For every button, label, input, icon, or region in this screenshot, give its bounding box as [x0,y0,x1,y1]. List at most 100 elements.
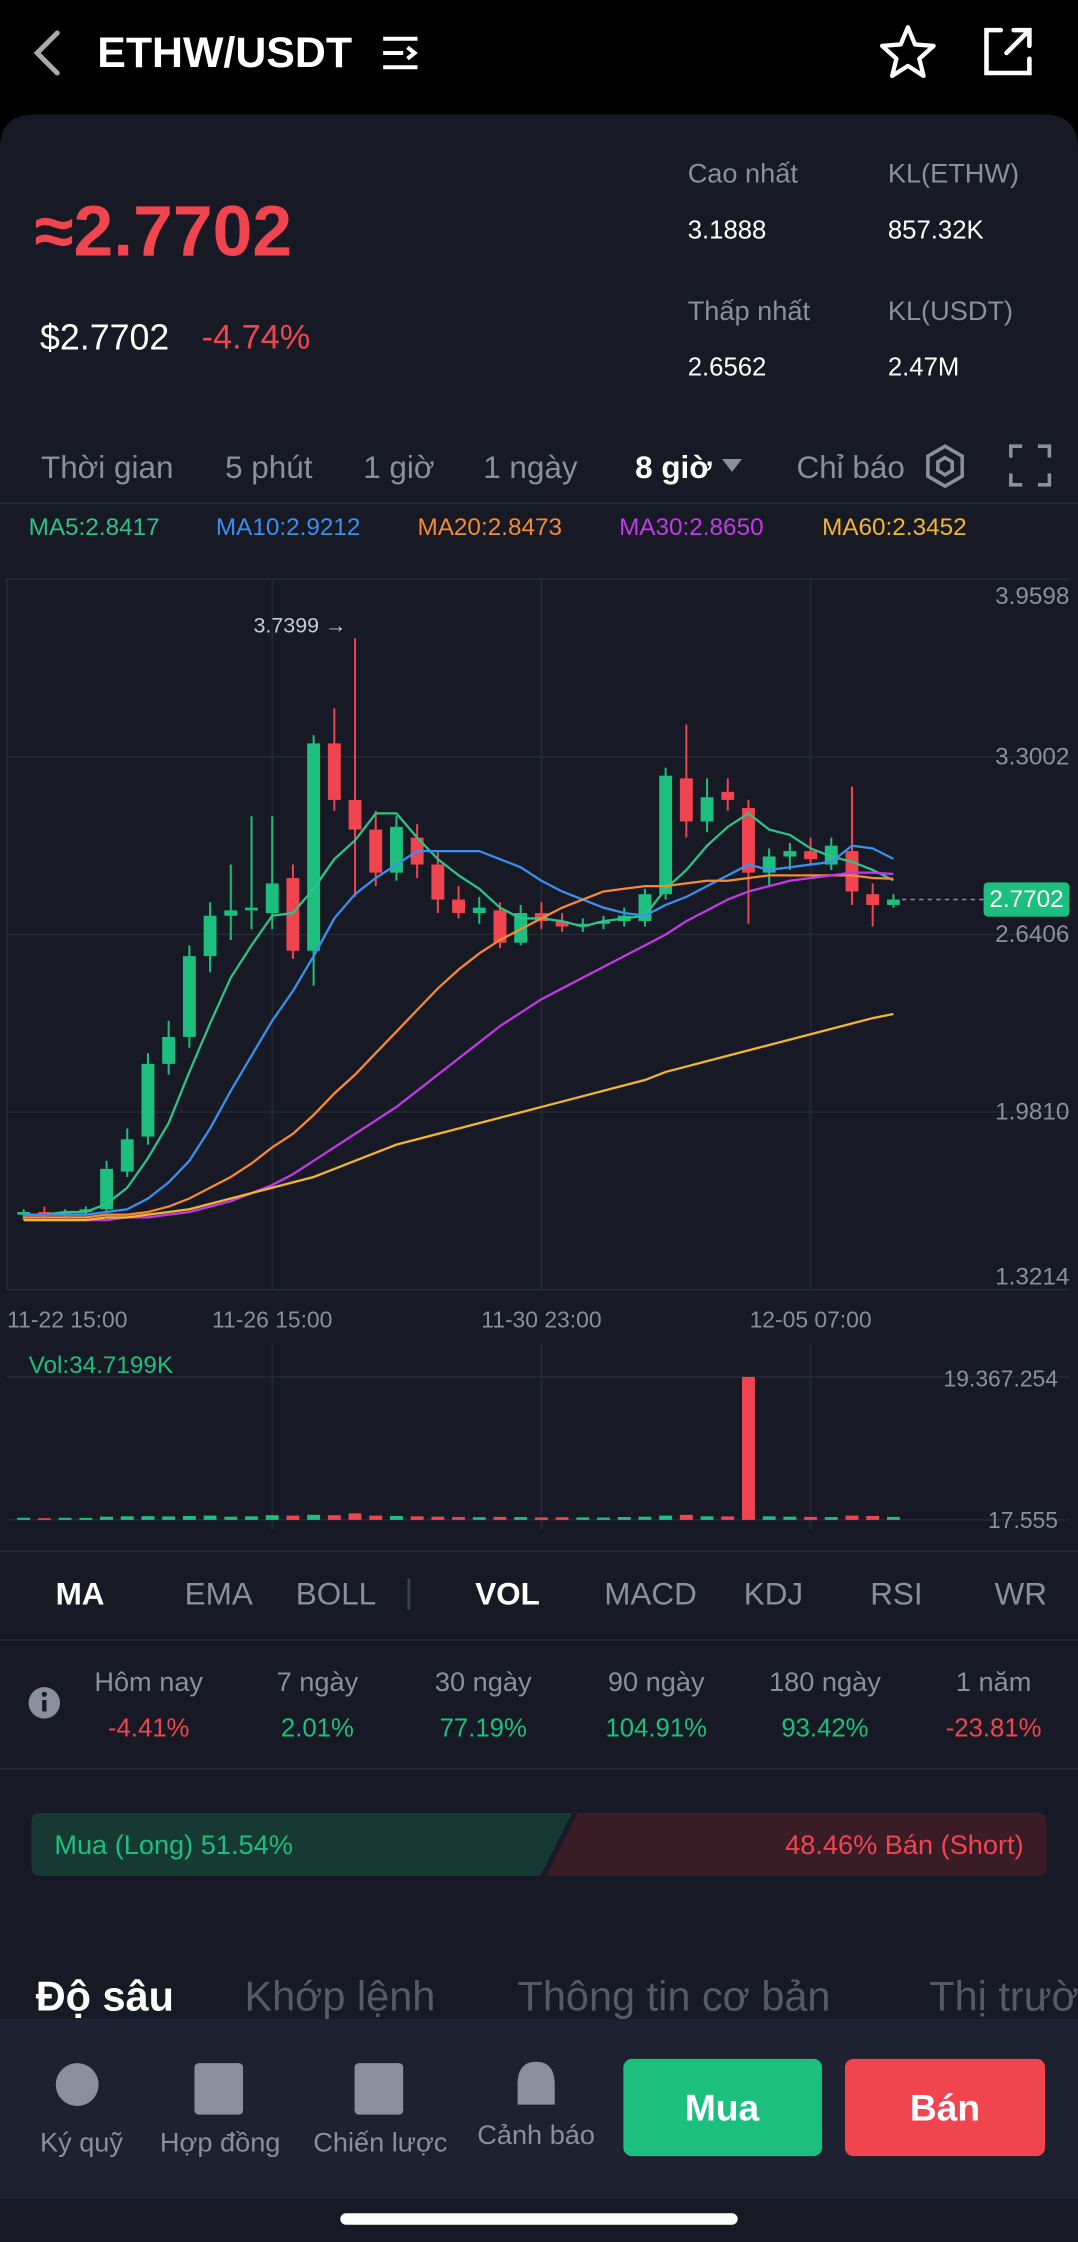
indicator-tab[interactable]: VOL [475,1577,540,1612]
period-label: Hôm nay [94,1666,203,1697]
section-tab[interactable]: Thị trường [929,1972,1078,2019]
indicator-icon[interactable] [926,444,964,489]
candle-body [286,878,300,951]
period-change: 104.91% [605,1715,707,1743]
volume-bar [182,1515,196,1520]
interval-tab[interactable]: Chỉ báo [796,450,904,485]
buy-label[interactable]: Mua [685,2086,760,2128]
volume-bar [162,1516,176,1520]
strategy-icon[interactable] [354,2063,404,2115]
indicator-tab[interactable]: EMA [185,1577,253,1612]
y-tick-label: 1.9810 [995,1099,1069,1126]
stat-label: KL(ETHW) [888,158,1019,189]
volume-bar [141,1516,155,1520]
ma-legend: MA5:2.8417 [29,514,160,541]
stat-value: 2.6562 [688,354,767,382]
candle-body [245,907,258,911]
nav-label[interactable]: Hợp đồng [160,2126,280,2157]
interval-tab[interactable]: 5 phút [225,450,313,485]
y-tick-label: 3.3002 [995,743,1069,770]
candle-body [742,808,755,873]
y-tick-label: 3.9598 [995,583,1069,610]
fullscreen-icon[interactable] [1009,444,1052,487]
indicator-tab[interactable]: RSI [870,1577,922,1612]
interval-tab[interactable]: Thời gian [41,450,173,485]
candle-body [37,1211,51,1215]
volume-bar [245,1516,258,1520]
volume-bar [472,1517,486,1520]
candle-body [534,913,548,922]
volume-tick-label: 17.555 [988,1507,1058,1533]
usd-price: $2.7702 [40,318,169,358]
ma-legend: MA60:2.3452 [822,514,967,541]
ma-legend: MA10:2.9212 [216,514,361,541]
sell-label[interactable]: Bán [910,2086,980,2128]
dropdown-icon[interactable] [722,459,743,472]
volume-bar [286,1515,300,1520]
candle-body [597,921,610,924]
volume-bar [369,1515,383,1520]
volume-bar [576,1517,590,1520]
section-tab[interactable]: Thông tin cơ bản [518,1972,831,2019]
section-tab[interactable]: Khớp lệnh [244,1972,435,2019]
volume-bar [783,1516,797,1520]
buy-button[interactable] [623,2058,823,2157]
info-icon-dot [41,1691,47,1697]
volume-bar [410,1516,424,1520]
candle-body [700,797,714,822]
stat-label: Thấp nhất [688,295,811,326]
volume-bar [224,1516,238,1520]
volume-bar [721,1516,735,1520]
period-label: 7 ngày [277,1666,359,1697]
info-icon-bar [42,1700,47,1712]
volume-bar [597,1517,610,1520]
candle-body [431,864,445,900]
indicator-tab[interactable]: MA [56,1577,105,1612]
section-tab[interactable]: Độ sâu [36,1972,174,2019]
ma-line [23,844,894,1216]
candle-body [576,923,590,927]
nav-label[interactable]: Chiến lược [313,2126,447,2157]
period-label: 180 ngày [769,1666,881,1697]
volume-bar [120,1516,134,1520]
alert-icon[interactable] [517,2061,555,2105]
volume-bar [307,1514,321,1520]
volume-bar [617,1517,631,1520]
volume-label: Vol:34.7199K [29,1352,174,1379]
interval-tab[interactable]: 8 giờ [635,450,712,485]
volume-bar [452,1517,465,1520]
candle-body [120,1139,134,1172]
candle-body [804,851,818,860]
back-icon[interactable] [33,30,60,76]
long-ratio: Mua (Long) 51.54% [54,1829,293,1860]
contract-icon[interactable] [194,2063,244,2115]
indicator-tab[interactable]: MACD [604,1577,697,1612]
menu-icon[interactable] [383,36,418,70]
nav-label[interactable]: Cảnh báo [477,2119,595,2150]
indicator-tab[interactable]: BOLL [296,1577,376,1612]
panel [0,114,1078,2242]
indicator-tab[interactable]: WR [995,1577,1047,1612]
candle-body [79,1209,93,1212]
favorite-icon[interactable] [879,25,936,79]
x-tick-label: 11-22 15:00 [7,1307,127,1333]
volume-bar [514,1517,528,1520]
interval-tab[interactable]: 1 giờ [363,450,434,485]
candle-body [845,851,859,892]
candle-body [307,743,321,951]
sell-button[interactable] [844,2058,1046,2157]
nav-label[interactable]: Ký quỹ [40,2126,123,2157]
indicator-tab[interactable]: KDJ [744,1577,803,1612]
margin-icon[interactable] [55,2063,99,2107]
candle-body [452,899,465,914]
candle-body [369,829,383,873]
x-tick-label: 11-26 15:00 [212,1307,332,1333]
volume-bar [804,1516,818,1520]
interval-tab[interactable]: 1 ngày [483,450,578,485]
volume-bar [265,1515,279,1520]
candle-body [514,913,528,943]
volume-tick-label: 19.367.254 [944,1365,1059,1391]
x-tick-label: 12-05 07:00 [750,1307,872,1333]
candle-body [100,1168,113,1210]
share-icon[interactable] [984,27,1032,76]
